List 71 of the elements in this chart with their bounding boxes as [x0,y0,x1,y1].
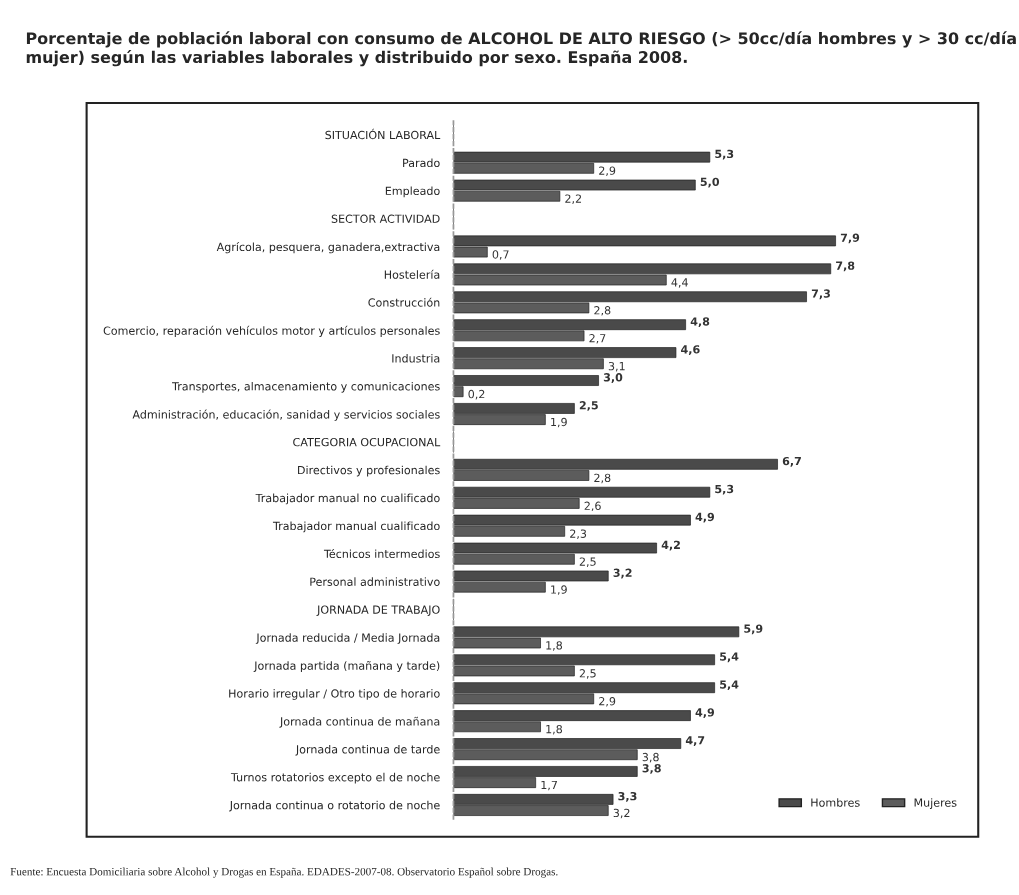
data-label: 5,4 [720,652,739,663]
y-tick-label: Agrícola, pesquera, ganadera,extractiva [216,242,440,254]
source-note: Fuente: Encuesta Domiciliaria sobre Alcohol y Drogas en España. EDADES-2007-08. Observatorio Español sobre Drogas. [10,867,558,878]
data-label: 4,4 [671,278,688,288]
y-tick-label: Parado [403,158,440,168]
data-label: 4,2 [661,540,680,551]
data-label: 2,5 [579,557,596,567]
data-label: 1,8 [546,724,563,735]
chart-title: Porcentaje de población laboral con consumo de ALCOHOL DE ALTO RIESGO (> 50cc/día hombres y > 30 cc/día mujer) según las variables laborales y distribuido por sexo. España 2008. [26,31,1016,67]
data-label: 2,7 [589,334,606,344]
data-label: 4,9 [695,708,715,719]
data-label: 6,7 [782,456,801,467]
data-label: 3,3 [618,791,637,802]
data-label: 4,6 [681,345,700,355]
y-tick-label: Horario irregular / Otro tipo de horario [229,689,440,700]
data-label: 5,0 [700,177,720,188]
data-label: 3,1 [608,361,625,372]
data-label: 0,7 [492,250,509,260]
data-label: 4,8 [690,317,710,328]
data-label: 3,2 [613,808,630,819]
y-tick-label: Hostelería [384,269,440,279]
y-tick-label: Técnicos intermedios [323,548,440,559]
data-label: 7,8 [836,261,855,272]
data-label: 2,6 [584,501,601,512]
y-tick-label: Transportes, almacenamiento y comunicaciones [172,381,440,393]
data-label: 2,5 [579,401,598,411]
legend-label: Mujeres [914,798,957,809]
data-label: 7,3 [811,289,830,300]
y-tick-label: SITUACIÓN LABORAL [325,128,441,140]
y-tick-label: CATEGORIA OCUPACIONAL [293,437,441,447]
data-label: 1,7 [541,780,557,791]
data-label: 1,9 [551,585,567,595]
y-tick-label: Jornada continua de mañana [279,716,440,728]
y-tick-label: Administración, educación, sanidad y servicios sociales [132,409,440,421]
data-label: 5,4 [720,680,739,691]
data-label: 2,9 [599,166,616,176]
y-tick-label: Jornada partida (mañana y tarde) [253,661,440,672]
data-label: 5,9 [744,624,763,635]
data-label: 1,9 [551,417,567,428]
data-label: 2,5 [579,669,596,679]
data-label: 4,9 [695,512,715,523]
data-label: 3,0 [603,373,623,383]
data-label: 2,8 [594,473,611,484]
data-label: 1,8 [546,641,563,651]
y-tick-label: Comercio, reparación vehículos motor y artículos personales [103,325,440,338]
y-tick-label: Construcción [368,297,440,307]
legend-label: Hombres [811,798,860,807]
y-tick-label: Trabajador manual no cualificado [255,493,440,505]
y-tick-label: Turnos rotatorios excepto el de noche [230,772,440,784]
data-label: 2,3 [570,529,587,540]
y-tick-label: Trabajador manual cualificado [272,521,440,533]
y-tick-label: Industria [392,353,440,363]
data-label: 5,3 [715,149,734,160]
data-label: 3,8 [642,752,659,763]
data-label: 2,2 [565,194,582,204]
data-label: 5,3 [715,484,734,495]
y-tick-label: SECTOR ACTIVIDAD [331,214,440,223]
data-label: 3,8 [642,764,661,774]
y-tick-label: Personal administrativo [310,577,440,586]
y-tick-label: Jornada continua o rotatorio de noche [229,800,440,812]
data-label: 4,7 [685,736,705,746]
data-label: 7,9 [840,233,860,244]
y-tick-label: Jornada continua de tarde [295,744,440,756]
data-label: 0,2 [468,389,485,400]
data-label: 2,9 [599,697,616,707]
y-tick-label: Directivos y profesionales [298,465,440,477]
y-tick-label: Empleado [385,186,440,198]
y-tick-label: JORNADA DE TRABAJO [316,605,440,616]
data-label: 2,8 [594,306,611,316]
data-label: 3,2 [613,568,632,579]
y-tick-label: Jornada reducida / Media Jornada [255,633,440,644]
